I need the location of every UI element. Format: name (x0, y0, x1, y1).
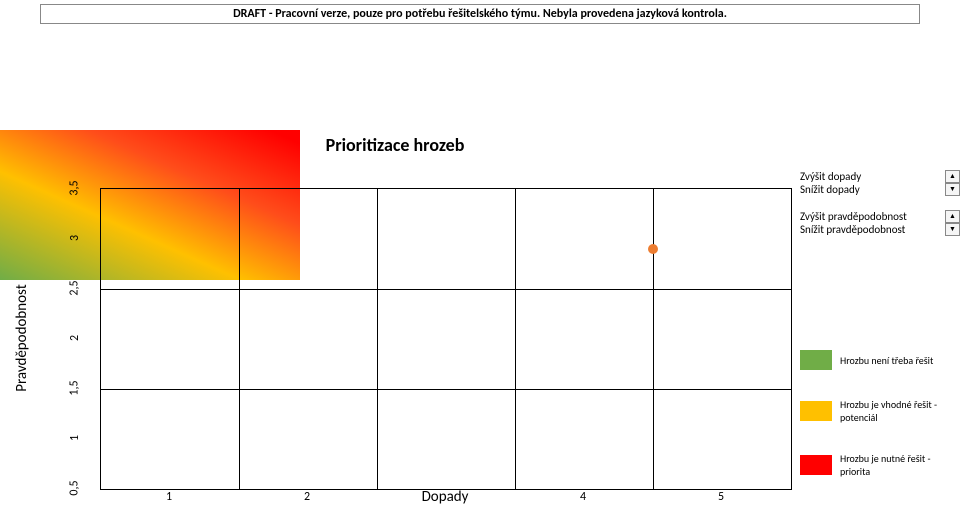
inc-impact-label: Zvýšit dopady (800, 170, 861, 183)
chart-area: Prioritizace hrozeb Pravděpodobnost 0,51… (0, 130, 960, 504)
y-ticks: 0,511,522,533,5 (60, 188, 94, 488)
legend-swatch (800, 455, 832, 475)
legend-item: Hrozbu je vhodné řešit - potenciál (800, 398, 960, 424)
dec-prob-button[interactable]: ▼ (945, 223, 960, 236)
y-axis-label: Pravděpodobnost (12, 188, 32, 488)
controls-panel: Zvýšit dopady ▲ Snížit dopady ▼ Zvýšit p… (800, 170, 960, 236)
legend-item: Hrozbu je nutné řešit - priorita (800, 452, 960, 478)
legend-label: Hrozbu je vhodné řešit - potenciál (840, 398, 960, 424)
dec-impact-button[interactable]: ▼ (945, 183, 960, 196)
x-axis-label: Dopady (422, 488, 469, 506)
plot-area (100, 188, 792, 490)
legend-swatch (800, 401, 832, 421)
draft-header: DRAFT - Pracovní verze, pouze pro potřeb… (40, 4, 920, 24)
dec-impact-label: Snížit dopady (800, 183, 860, 196)
inc-impact-button[interactable]: ▲ (945, 170, 960, 183)
dec-prob-label: Snížit pravděpodobnost (800, 223, 905, 236)
legend-label: Hrozbu je nutné řešit - priorita (840, 452, 960, 478)
inc-prob-button[interactable]: ▲ (945, 210, 960, 223)
inc-prob-label: Zvýšit pravděpodobnost (800, 210, 907, 223)
legend: Hrozbu není třeba řešit Hrozbu je vhodné … (800, 350, 960, 506)
legend-item: Hrozbu není třeba řešit (800, 350, 960, 370)
legend-label: Hrozbu není třeba řešit (840, 354, 933, 367)
chart-title: Prioritizace hrozeb (0, 134, 790, 156)
legend-swatch (800, 350, 832, 370)
data-point (648, 244, 658, 254)
